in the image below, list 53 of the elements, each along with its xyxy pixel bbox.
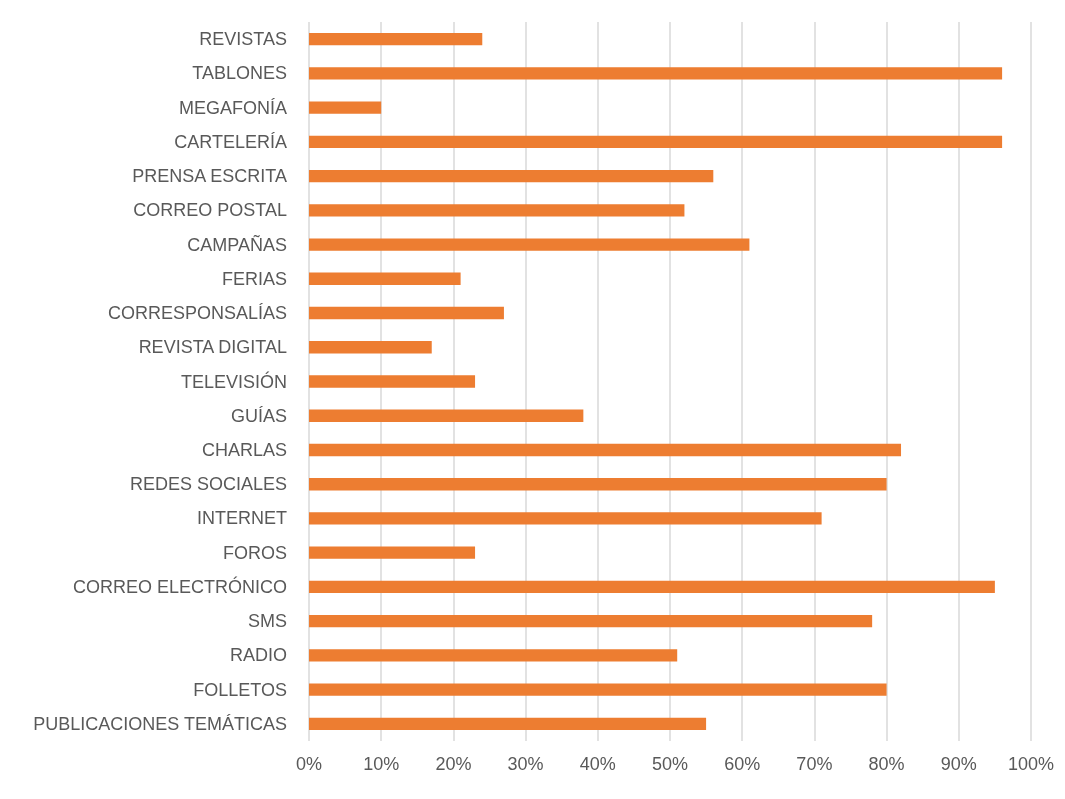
x-tick-label: 70%: [796, 754, 833, 774]
x-tick-label: 0%: [295, 754, 323, 774]
y-tick-label: TELEVISIÓN: [180, 370, 287, 392]
bar: [309, 272, 461, 285]
y-tick-label: CARTELERÍA: [174, 131, 287, 152]
bar: [309, 169, 714, 183]
y-tick-label: SMS: [247, 611, 287, 632]
x-tick-label: 60%: [724, 754, 761, 774]
y-tick-label: FOROS: [222, 542, 287, 563]
y-tick-label: RADIO: [229, 645, 287, 666]
x-tick-label: 40%: [579, 754, 616, 774]
y-tick-label: MEGAFONÍA: [178, 97, 287, 118]
bar: [309, 683, 887, 696]
y-tick-label: TABLONES: [192, 63, 287, 84]
bar: [309, 512, 822, 525]
x-tick-label: 30%: [507, 754, 544, 774]
bar: [309, 615, 873, 628]
y-tick-label: CHARLAS: [201, 439, 287, 460]
bar: [309, 306, 504, 320]
bar: [309, 546, 476, 559]
bar: [309, 101, 382, 114]
x-tick-label: 90%: [940, 754, 977, 774]
y-tick-label: GUÍAS: [230, 405, 287, 426]
bar: [309, 580, 995, 594]
y-tick-label: REVISTA DIGITAL: [138, 337, 287, 358]
y-tick-label: REDES SOCIALES: [129, 474, 287, 495]
bar: [309, 649, 678, 662]
y-tick-label: INTERNET: [197, 508, 287, 529]
bar: [309, 409, 584, 422]
bar: [309, 375, 476, 388]
x-tick-label: 50%: [651, 754, 689, 774]
y-tick-label: CAMPAÑAS: [187, 233, 287, 255]
x-tick-label: 80%: [868, 754, 905, 774]
y-tick-label: CORRESPONSALÍAS: [107, 303, 287, 324]
x-tick-label: 100%: [1007, 754, 1054, 774]
bar: [309, 478, 887, 491]
y-tick-label: FERIAS: [221, 268, 287, 289]
bar: [309, 341, 432, 354]
y-tick-label: FOLLETOS: [193, 679, 287, 700]
y-tick-label: REVISTAS: [199, 29, 287, 50]
y-tick-label: CORREO ELECTRÓNICO: [72, 575, 287, 597]
y-tick-label: PUBLICACIONES TEMÁTICAS: [33, 713, 287, 734]
y-tick-label: PRENSA ESCRITA: [132, 166, 287, 187]
bar: [309, 135, 1003, 148]
bar: [309, 238, 750, 251]
x-tick-label: 10%: [363, 754, 400, 774]
bar: [309, 443, 902, 457]
y-tick-label: CORREO POSTAL: [133, 200, 287, 221]
bar: [309, 717, 707, 731]
bar: [309, 204, 685, 217]
bar: [309, 67, 1003, 80]
x-tick-label: 20%: [435, 754, 472, 774]
bar: [309, 32, 483, 46]
